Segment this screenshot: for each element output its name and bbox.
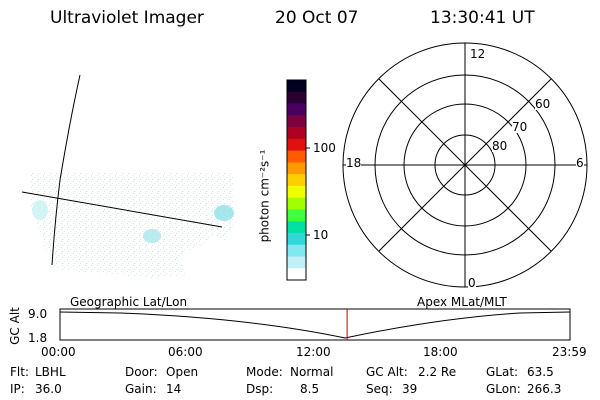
emission-patch <box>32 200 48 220</box>
info-ip-value: 36.0 <box>35 382 62 396</box>
colorbar-swatch <box>287 150 306 163</box>
colorbar-swatch <box>287 244 306 258</box>
colorbar-swatch <box>287 162 306 175</box>
date-label: 20 Oct 07 <box>275 8 359 28</box>
colorbar-swatch <box>287 232 306 246</box>
time-label: 13:30:41 UT <box>430 8 535 28</box>
colorbar-swatch <box>287 174 306 187</box>
lat-label-80: 80 <box>492 139 508 153</box>
colorbar-swatch <box>287 127 306 140</box>
colorbar-swatch <box>287 221 306 234</box>
colorbar-tick-100: 100 <box>313 141 336 155</box>
x-tick-0000: 00:00 <box>41 345 76 359</box>
mlt-label-18: 18 <box>346 156 362 170</box>
info-gain-label: Gain: <box>125 382 157 396</box>
colorbar-swatch <box>287 103 306 116</box>
mlt-label-0: 0 <box>468 276 476 290</box>
colorbar-swatch <box>287 268 306 281</box>
colorbar-swatch <box>287 197 306 211</box>
x-tick-1800: 18:00 <box>423 345 458 359</box>
info-door-value: Open <box>166 365 199 379</box>
colorbar-swatch <box>287 91 306 105</box>
x-tick-0600: 06:00 <box>168 345 203 359</box>
info-gain-value: 14 <box>166 382 182 396</box>
info-mode-label: Mode: <box>246 365 283 379</box>
x-tick-1200: 12:00 <box>296 345 331 359</box>
colorbar-swatch <box>287 185 306 199</box>
info-seq-value: 39 <box>402 382 418 396</box>
instrument-title: Ultraviolet Imager <box>50 8 204 28</box>
info-ip-label: IP: <box>10 382 25 396</box>
info-glon-label: GLon: <box>486 382 521 396</box>
latitude-line <box>21 191 223 228</box>
altitude-curve <box>59 311 571 339</box>
info-mode-value: Normal <box>290 365 334 379</box>
info-glon-value: 266.3 <box>527 382 562 396</box>
info-flt-label: Flt: <box>10 365 29 379</box>
timeline-y-tick-top: 9.0 <box>28 307 48 321</box>
lat-label-60: 60 <box>535 97 551 111</box>
colorbar-tick-10: 10 <box>313 228 329 242</box>
colorbar-swatch <box>287 138 306 152</box>
info-gcalt-value: 2.2 Re <box>418 365 457 379</box>
info-glat-value: 63.5 <box>527 365 554 379</box>
emission-patch <box>143 229 161 243</box>
colorbar-swatch <box>287 80 306 93</box>
info-dsp-value: 8.5 <box>300 382 320 396</box>
colorbar-swatch <box>287 115 306 128</box>
info-door-label: Door: <box>125 365 158 379</box>
colorbar-swatch <box>287 256 306 269</box>
lat-label-70: 70 <box>512 120 528 134</box>
mlt-label-6: 6 <box>576 156 584 170</box>
longitude-line <box>51 74 81 266</box>
right-caption: Apex MLat/MLT <box>417 295 507 309</box>
info-gcalt-label: GC Alt: <box>366 365 408 379</box>
info-glat-label: GLat: <box>486 365 519 379</box>
x-tick-2359: 23:59 <box>552 345 587 359</box>
info-dsp-label: Dsp: <box>246 382 274 396</box>
emission-patch <box>214 205 234 221</box>
aurora-image-region <box>30 172 235 278</box>
left-caption: Geographic Lat/Lon <box>70 295 188 309</box>
mlt-label-12: 12 <box>470 47 486 61</box>
colorbar-swatch <box>287 209 306 222</box>
info-flt-value: LBHL <box>35 365 66 379</box>
info-seq-label: Seq: <box>366 382 393 396</box>
timeline-y-tick-bottom: 1.8 <box>28 331 48 345</box>
